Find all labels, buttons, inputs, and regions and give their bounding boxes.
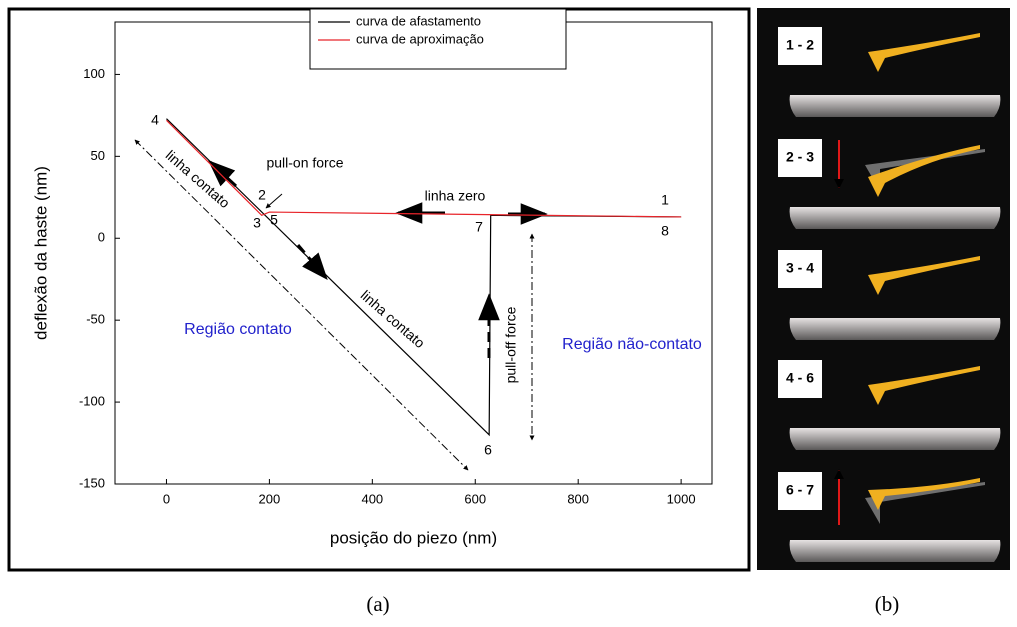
x-tick-label: 1000 (667, 491, 696, 506)
x-axis-title: posição do piezo (nm) (330, 528, 497, 547)
cantilever (868, 366, 980, 405)
x-tick-label: 0 (163, 491, 170, 506)
surface (789, 318, 1001, 340)
annotation: pull-on force (266, 155, 343, 171)
label-box (778, 472, 822, 510)
y-tick-label: -50 (86, 312, 105, 327)
annotation: 3 (253, 215, 261, 231)
annotation: 1 (661, 192, 669, 208)
annotation: 5 (270, 212, 278, 228)
stage-label: 6 - 7 (786, 482, 814, 498)
annotation: 2 (258, 187, 266, 203)
annotation: Região não-contato (562, 336, 702, 353)
stage-label: 3 - 4 (786, 260, 814, 276)
annotation: 6 (484, 442, 492, 458)
annotation: 7 (475, 219, 483, 235)
cantilever-ghost (865, 149, 985, 191)
label-box (778, 360, 822, 398)
panel-b-drawings: 1 - 2 2 - 3 3 - 4 4 - 6 6 - 7 (778, 27, 1001, 562)
surface (789, 540, 1001, 562)
stage-label: 2 - 3 (786, 149, 814, 165)
legend-box (309, 8, 567, 70)
x-tick-label: 600 (464, 491, 486, 506)
annotation: linha zero (425, 188, 486, 204)
x-tick-label: 400 (361, 491, 383, 506)
stage-label: 4 - 6 (786, 370, 814, 386)
cantilever (868, 256, 980, 295)
label-box (778, 250, 822, 288)
y-tick-label: 100 (83, 66, 105, 81)
annotation: pull-off force (503, 306, 519, 383)
cantilever (868, 478, 980, 510)
surface (789, 207, 1001, 229)
y-tick-label: -150 (79, 475, 105, 490)
annotation: 8 (661, 223, 669, 239)
x-tick-label: 200 (259, 491, 281, 506)
annotation: linha contato (358, 287, 429, 351)
y-tick-label: 50 (91, 148, 105, 163)
plot-frame (114, 21, 713, 485)
label-box (778, 139, 822, 177)
annotation: 4 (151, 112, 159, 128)
annotation: linha contato (163, 147, 234, 211)
panel-a-border (7, 7, 751, 572)
label-box (778, 27, 822, 65)
data-line (166, 118, 682, 437)
data-line (166, 119, 682, 218)
y-axis-title: deflexão da haste (nm) (31, 166, 50, 340)
legend-label: curva de aproximação (356, 31, 484, 46)
caption: (b) (875, 592, 900, 616)
surface (789, 428, 1001, 450)
cantilever (868, 145, 980, 197)
y-tick-label: 0 (98, 230, 105, 245)
x-tick-label: 800 (567, 491, 589, 506)
stage-label: 1 - 2 (786, 37, 814, 53)
cantilever (868, 33, 980, 72)
surface (789, 95, 1001, 117)
y-tick-label: -100 (79, 394, 105, 409)
legend-label: curva de afastamento (356, 13, 481, 28)
annotation: Região contato (184, 321, 292, 338)
caption: (a) (366, 592, 389, 616)
